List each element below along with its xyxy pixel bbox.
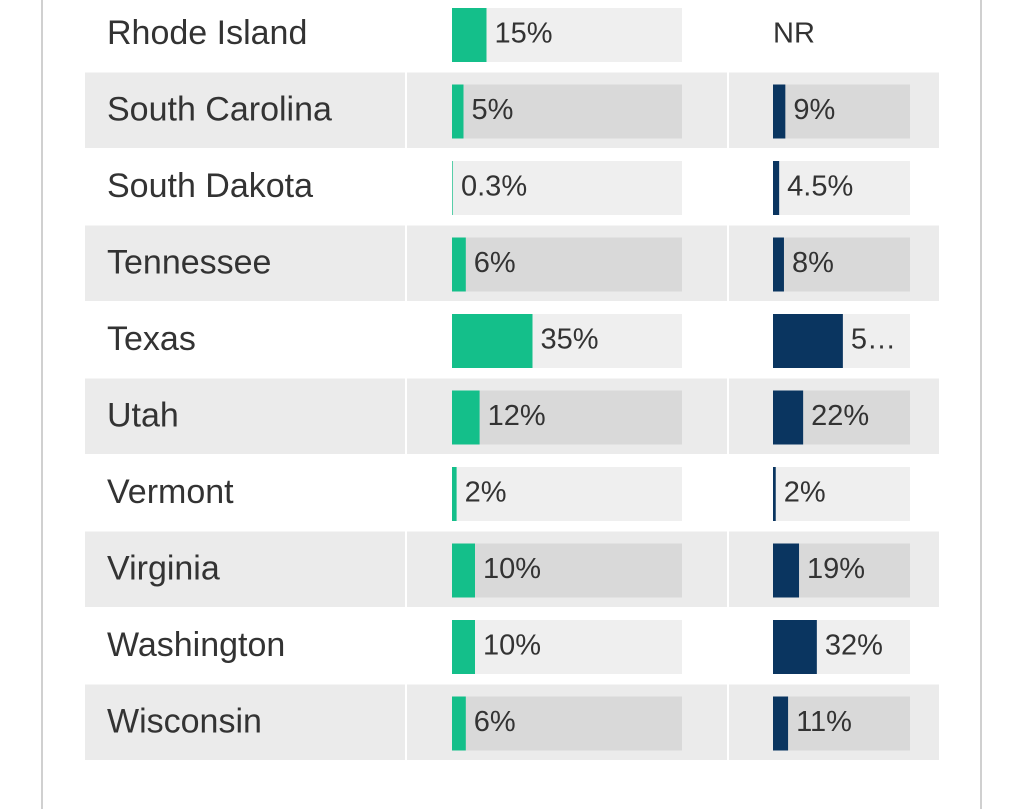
state-name: Vermont bbox=[107, 473, 234, 511]
bar bbox=[452, 237, 466, 292]
value-label: 6% bbox=[474, 706, 516, 738]
bar-track bbox=[452, 390, 682, 445]
bar-track bbox=[452, 467, 682, 521]
bar bbox=[452, 161, 453, 215]
value-label: 5% bbox=[472, 94, 514, 126]
bar-track bbox=[452, 8, 682, 62]
value-label: NR bbox=[773, 18, 815, 50]
bar-track bbox=[773, 237, 910, 292]
value-label: 15% bbox=[495, 18, 553, 50]
state-name: South Dakota bbox=[107, 167, 313, 205]
bar bbox=[452, 543, 475, 598]
bar bbox=[452, 467, 457, 521]
value-label: 10% bbox=[483, 553, 541, 585]
value-label: 2% bbox=[465, 477, 507, 509]
value-label: 11% bbox=[796, 706, 852, 738]
bar-track bbox=[452, 161, 682, 215]
value-label: 8% bbox=[792, 247, 834, 279]
row-band bbox=[85, 531, 405, 607]
bar-track bbox=[773, 696, 910, 751]
state-name: Tennessee bbox=[107, 243, 271, 281]
state-name: South Carolina bbox=[107, 90, 332, 128]
value-label: 9% bbox=[793, 94, 835, 126]
bar bbox=[773, 543, 800, 598]
bar bbox=[773, 696, 789, 751]
value-label: 6% bbox=[474, 247, 516, 279]
bar-track bbox=[452, 696, 682, 751]
value-label: 12% bbox=[488, 400, 546, 432]
bar-track bbox=[773, 467, 910, 521]
bar bbox=[452, 8, 487, 62]
bar bbox=[773, 314, 843, 368]
value-label: 0.3% bbox=[461, 171, 527, 203]
bar-track bbox=[452, 620, 682, 674]
value-label: 32% bbox=[825, 630, 883, 662]
row-band bbox=[85, 378, 405, 454]
state-name: Rhode Island bbox=[107, 14, 307, 52]
value-label: 19% bbox=[807, 553, 865, 585]
value-label: 4.5% bbox=[787, 171, 853, 203]
bar-track bbox=[452, 543, 682, 598]
bar bbox=[773, 467, 776, 521]
bar-track bbox=[452, 237, 682, 292]
bar-track bbox=[452, 84, 682, 139]
value-label: 10% bbox=[483, 630, 541, 662]
state-name: Utah bbox=[107, 396, 179, 434]
state-name: Virginia bbox=[107, 549, 220, 587]
bar bbox=[452, 314, 533, 368]
value-label: 5… bbox=[851, 324, 896, 356]
bar bbox=[773, 237, 784, 292]
state-name: Texas bbox=[107, 320, 196, 358]
bar bbox=[452, 696, 466, 751]
row-band bbox=[85, 684, 405, 760]
bar bbox=[452, 84, 464, 139]
bar bbox=[773, 620, 817, 674]
value-label: 2% bbox=[784, 477, 826, 509]
row-band bbox=[85, 72, 405, 148]
state-name: Washington bbox=[107, 626, 285, 664]
bar bbox=[773, 84, 786, 139]
bar bbox=[452, 390, 480, 445]
row-band bbox=[85, 225, 405, 301]
value-label: 22% bbox=[811, 400, 869, 432]
bar bbox=[773, 161, 780, 215]
bar bbox=[773, 390, 804, 445]
bar bbox=[452, 620, 475, 674]
bar-track bbox=[773, 161, 910, 215]
state-name: Wisconsin bbox=[107, 702, 262, 740]
value-label: 35% bbox=[541, 324, 599, 356]
bar-track bbox=[773, 84, 910, 139]
